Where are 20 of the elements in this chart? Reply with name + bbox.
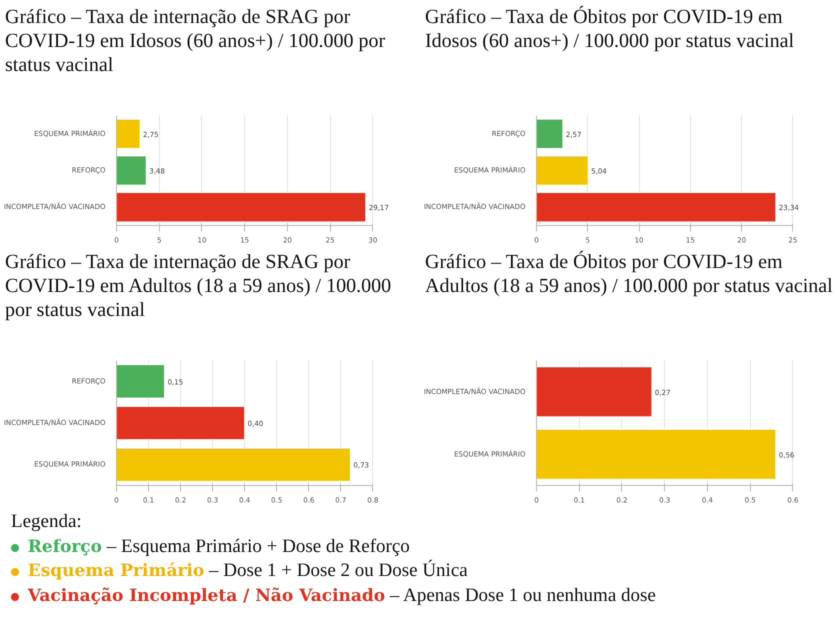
text: Legenda: <box>11 510 83 534</box>
bar <box>116 192 366 222</box>
bar <box>536 118 564 149</box>
chart-title: Gráfico – Taxa de internação de SRAG por COVID-19 em Idosos (60 anos+) / 100.000 por status vacinal <box>5 5 386 77</box>
bar <box>116 155 147 186</box>
bar <box>536 155 589 186</box>
bar <box>116 364 166 398</box>
bar <box>116 118 140 149</box>
bar <box>536 192 776 222</box>
chart-title: Gráfico – Taxa de Óbitos por COVID-19 em Adultos (18 a 59 anos) / 100.000 por status vacinal <box>425 250 834 298</box>
text: – Dose 1 + Dose 2 ou Dose Única <box>208 560 468 582</box>
category-label: Esquema Primário <box>28 561 204 582</box>
bar <box>116 448 351 482</box>
bar <box>116 406 246 440</box>
chart-title: Gráfico – Taxa de internação de SRAG por COVID-19 em Adultos (18 a 59 anos) / 100.000 por status vacinal <box>5 250 392 322</box>
category-label: Vacinação Incompleta / Não Vacinado <box>28 586 386 606</box>
chart-title: Gráfico – Taxa de Óbitos por COVID-19 em Idosos (60 anos+) / 100.000 por status vacinal <box>425 5 796 53</box>
text: – Esquema Primário + Dose de Reforço <box>106 536 410 557</box>
text: – Apenas Dose 1 ou nenhuma dose <box>390 585 656 606</box>
category-label: Reforço <box>28 536 102 557</box>
